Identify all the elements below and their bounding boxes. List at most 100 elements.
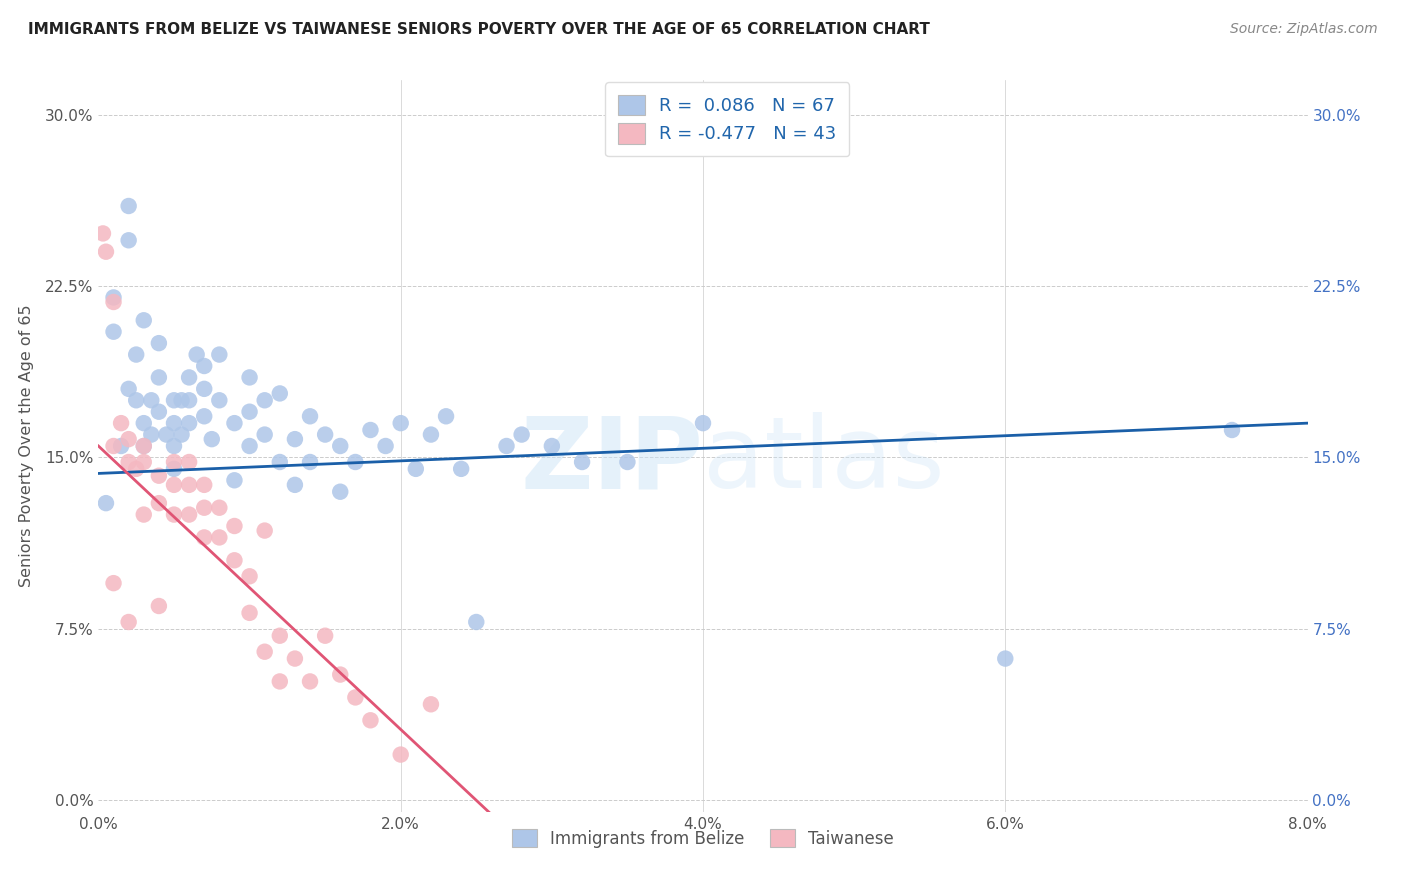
Point <box>269 386 291 401</box>
Point <box>193 409 215 424</box>
Point <box>179 478 201 492</box>
Point <box>148 405 170 419</box>
Point <box>571 455 593 469</box>
Text: Source: ZipAtlas.com: Source: ZipAtlas.com <box>1230 22 1378 37</box>
Point <box>208 393 231 408</box>
Point <box>540 439 562 453</box>
Point <box>148 336 170 351</box>
Point <box>103 325 125 339</box>
Point <box>118 455 141 469</box>
Point <box>193 382 215 396</box>
Point <box>208 530 231 544</box>
Point <box>163 439 186 453</box>
Point <box>110 416 132 430</box>
Point <box>118 382 141 396</box>
Point <box>103 295 125 310</box>
Point <box>994 651 1017 665</box>
Point <box>179 416 201 430</box>
Point <box>420 427 443 442</box>
Point <box>616 455 638 469</box>
Point <box>132 439 155 453</box>
Point <box>186 348 208 362</box>
Point <box>434 409 457 424</box>
Point <box>141 427 163 442</box>
Point <box>155 427 177 442</box>
Point <box>103 290 125 304</box>
Point <box>132 508 155 522</box>
Point <box>239 405 262 419</box>
Text: ZIP: ZIP <box>520 412 703 509</box>
Point <box>224 553 246 567</box>
Point <box>179 370 201 384</box>
Point <box>193 359 215 373</box>
Point <box>269 629 291 643</box>
Point <box>132 455 155 469</box>
Point <box>179 508 201 522</box>
Point <box>420 698 443 712</box>
Point <box>125 462 148 476</box>
Point <box>163 455 186 469</box>
Point <box>193 530 215 544</box>
Point <box>329 484 352 499</box>
Point <box>239 439 262 453</box>
Point <box>1220 423 1243 437</box>
Text: IMMIGRANTS FROM BELIZE VS TAIWANESE SENIORS POVERTY OVER THE AGE OF 65 CORRELATI: IMMIGRANTS FROM BELIZE VS TAIWANESE SENI… <box>28 22 929 37</box>
Point <box>132 416 155 430</box>
Point <box>118 199 141 213</box>
Point <box>314 629 336 643</box>
Point <box>253 645 276 659</box>
Point <box>299 674 322 689</box>
Point <box>510 427 533 442</box>
Point <box>179 455 201 469</box>
Point <box>374 439 396 453</box>
Point <box>163 416 186 430</box>
Point <box>148 599 170 613</box>
Point <box>163 478 186 492</box>
Point <box>284 478 307 492</box>
Point <box>299 409 322 424</box>
Point <box>344 690 367 705</box>
Point <box>148 496 170 510</box>
Point <box>329 667 352 681</box>
Point <box>360 714 382 728</box>
Point <box>132 439 155 453</box>
Point <box>269 674 291 689</box>
Point <box>360 423 382 437</box>
Point <box>94 244 117 259</box>
Point <box>224 473 246 487</box>
Point <box>103 439 125 453</box>
Point <box>118 615 141 629</box>
Point <box>253 524 276 538</box>
Point <box>314 427 336 442</box>
Y-axis label: Seniors Poverty Over the Age of 65: Seniors Poverty Over the Age of 65 <box>18 305 34 587</box>
Point <box>208 500 231 515</box>
Point <box>118 233 141 247</box>
Point <box>389 747 412 762</box>
Point <box>94 496 117 510</box>
Point <box>179 393 201 408</box>
Point <box>284 651 307 665</box>
Point <box>163 393 186 408</box>
Point <box>239 569 262 583</box>
Point <box>193 478 215 492</box>
Point <box>405 462 427 476</box>
Point <box>141 393 163 408</box>
Point <box>125 348 148 362</box>
Point <box>103 576 125 591</box>
Point <box>201 432 224 446</box>
Point <box>148 468 170 483</box>
Point <box>692 416 714 430</box>
Point <box>118 432 141 446</box>
Point <box>163 462 186 476</box>
Point <box>253 393 276 408</box>
Point <box>239 370 262 384</box>
Text: atlas: atlas <box>703 412 945 509</box>
Point <box>465 615 488 629</box>
Point <box>132 313 155 327</box>
Point <box>329 439 352 453</box>
Point <box>389 416 412 430</box>
Point <box>224 519 246 533</box>
Point <box>110 439 132 453</box>
Point <box>344 455 367 469</box>
Point <box>450 462 472 476</box>
